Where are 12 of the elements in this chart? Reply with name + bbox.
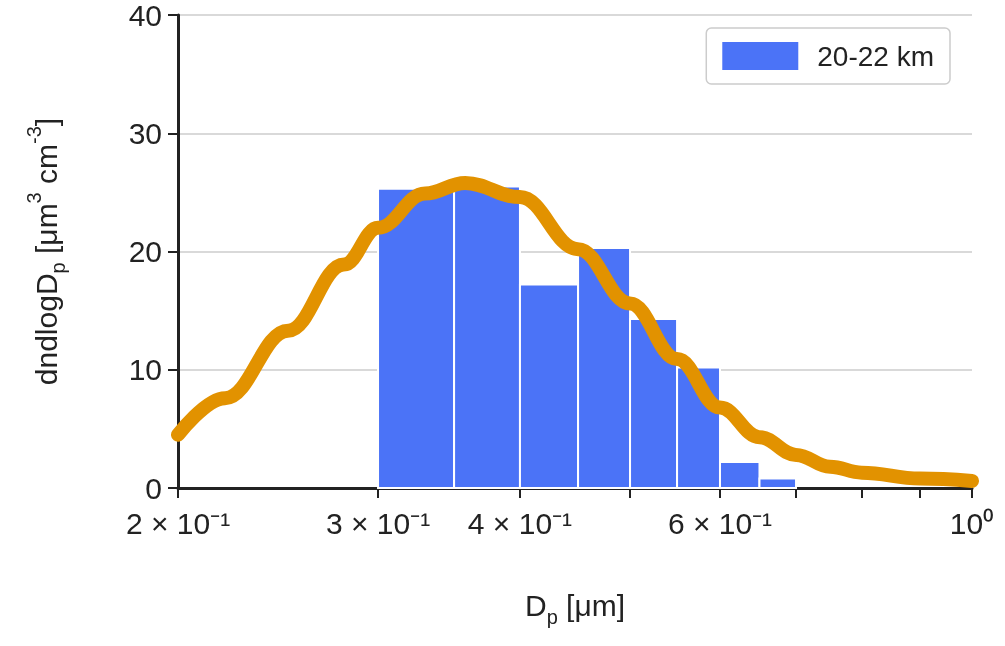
y-tick-label: 10 bbox=[128, 353, 162, 387]
y-tick-label: 30 bbox=[128, 116, 162, 150]
y-tick-label: 20 bbox=[128, 235, 162, 268]
x-tick-label: 3 × 10⁻¹ bbox=[325, 506, 431, 540]
y-tick-label: 40 bbox=[128, 0, 162, 32]
legend-label: 20-22 km bbox=[817, 40, 934, 72]
y-tick-label: 0 bbox=[145, 471, 162, 505]
x-tick-label: 6 × 10⁻¹ bbox=[667, 506, 773, 540]
x-tick-label: 4 × 10⁻¹ bbox=[467, 506, 573, 540]
x-tick-label: 2 × 10⁻¹ bbox=[125, 506, 231, 540]
y-axis-title: dndlogDp [μm3 cm-3] bbox=[23, 117, 69, 386]
x-tick-label: 10⁰ bbox=[949, 506, 995, 540]
